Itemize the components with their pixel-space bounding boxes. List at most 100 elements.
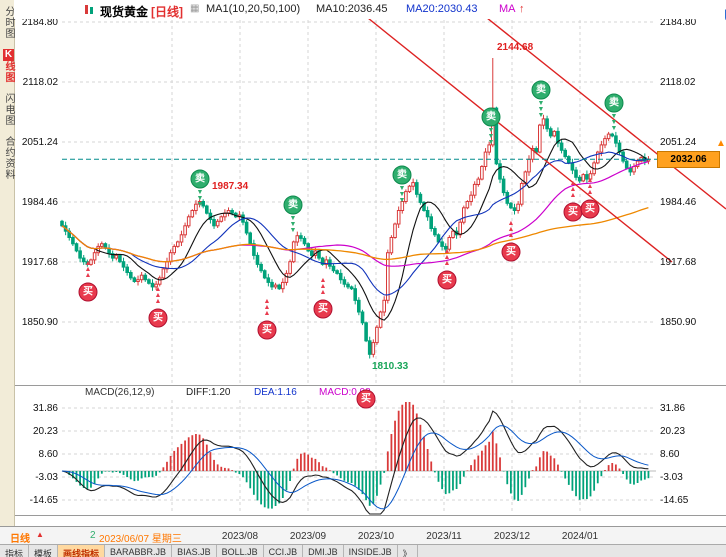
macd-axis-label: 8.60: [660, 448, 680, 460]
sell-signal-arrows-icon: ▼ ▼ ▼: [289, 215, 297, 234]
sidebar-item-3[interactable]: 合约资料: [3, 136, 14, 180]
month-label: 2023/12: [493, 531, 531, 542]
month-label: 2023/11: [426, 531, 462, 542]
price-annotation: 1810.33: [372, 361, 409, 372]
buy-signal-arrows-icon: ▲ ▲ ▲: [443, 248, 451, 267]
price-axis-label: 1917.68: [21, 257, 58, 268]
month-label: 2024/01: [561, 531, 599, 542]
period-badge[interactable]: [日线]: [151, 5, 183, 19]
price-axis-label: 1984.46: [660, 197, 697, 208]
macd-diff-value: DIFF:1.20: [186, 387, 231, 398]
buy-signal-marker: 买: [148, 308, 168, 328]
buy-signal-arrows-icon: ▲ ▲ ▲: [569, 180, 577, 199]
sell-signal-arrows-icon: ▼ ▼ ▼: [487, 127, 495, 146]
sell-signal-marker: 卖: [283, 195, 303, 215]
panel-divider: [14, 385, 726, 386]
price-axis-label: 2118.02: [22, 77, 58, 88]
symbol-name[interactable]: 现货黄金: [100, 5, 149, 19]
indicator-tab-9[interactable]: 》: [398, 545, 418, 557]
ma-settings-label: MA1(10,20,50,100): [206, 3, 301, 15]
buy-signal-arrows-icon: ▲ ▲ ▲: [319, 277, 327, 296]
macd-axis-label: -14.65: [29, 494, 58, 506]
macd-axis-label: 20.23: [32, 425, 58, 437]
price-trend-arrow-icon: ▲: [716, 138, 726, 149]
ma20-value: MA20:2030.43: [406, 3, 478, 15]
sidebar-item-0[interactable]: 分时图: [3, 6, 14, 39]
sell-signal-marker: 卖: [531, 80, 551, 100]
indicator-tab-7[interactable]: DMI.JB: [303, 545, 344, 557]
indicator-tab-bar: 指标 模板 画线指标 BARABBR.JB BIAS.JB BOLL.JB CCI.JB DM…: [0, 544, 726, 557]
buy-signal-arrows-icon: ▲ ▲ ▲: [263, 298, 271, 317]
macd-title[interactable]: MACD(26,12,9): [85, 387, 155, 398]
price-axis-label: 1850.90: [21, 317, 58, 328]
kline-icon: [84, 4, 95, 15]
period-up-arrow-icon[interactable]: ▲: [36, 530, 44, 539]
ma-extra-label: MA: [499, 3, 516, 15]
date-prefix: 2: [90, 530, 96, 541]
indicator-tab-8[interactable]: INSIDE.JB: [344, 545, 398, 557]
buy-signal-marker: 买: [257, 320, 277, 340]
buy-signal-marker: 买: [501, 242, 521, 262]
month-label: 2023/08: [221, 531, 259, 542]
indicator-tab-5[interactable]: BOLL.JB: [217, 545, 264, 557]
indicator-tab-4[interactable]: BIAS.JB: [172, 545, 217, 557]
macd-macd-value: MACD:0.08: [319, 387, 371, 398]
buy-signal-arrows-icon: ▲ ▲ ▲: [507, 220, 515, 239]
indicator-tab-1[interactable]: 模板: [29, 545, 59, 557]
chart-header: 现货黄金 [日线] ▦ MA1(10,20,50,100) MA10:2036.…: [14, 0, 726, 22]
indicator-tab-0[interactable]: 指标: [0, 545, 30, 557]
indicator-grid-icon[interactable]: ▦: [190, 3, 200, 14]
buy-signal-marker: 买: [563, 202, 583, 222]
price-axis-label: 1917.68: [660, 257, 697, 268]
sell-signal-marker: 卖: [190, 169, 210, 189]
buy-signal-arrows-icon: ▲ ▲ ▲: [84, 260, 92, 279]
macd-axis-label: -3.03: [35, 471, 58, 483]
sell-signal-arrows-icon: ▼ ▼ ▼: [610, 113, 618, 132]
buy-signal-marker: 买: [437, 270, 457, 290]
sidebar-item-2[interactable]: 闪电图: [3, 93, 14, 126]
macd-axis-label: 8.60: [38, 448, 58, 460]
indicator-tab-6[interactable]: CCI.JB: [264, 545, 304, 557]
sell-signal-arrows-icon: ▼ ▼ ▼: [196, 189, 204, 208]
macd-dea-value: DEA:1.16: [254, 387, 297, 398]
indicator-tab-2[interactable]: 画线指标: [58, 545, 106, 557]
macd-bottom-divider: [14, 515, 726, 516]
maximize-window-icon[interactable]: ⊡: [724, 6, 726, 22]
ma10-value: MA10:2036.45: [316, 3, 388, 15]
month-label: 2023/10: [357, 531, 395, 542]
buy-signal-marker: 买: [356, 389, 376, 409]
macd-axis-label: 20.23: [660, 425, 686, 437]
sell-signal-marker: 卖: [392, 165, 412, 185]
sell-signal-arrows-icon: ▼ ▼ ▼: [537, 100, 545, 119]
cascade-windows-icon[interactable]: ⊟: [724, 6, 726, 22]
indicator-tab-3[interactable]: BARABBR.JB: [105, 545, 173, 557]
price-axis-label: 2184.80: [660, 17, 697, 28]
current-price-box: 2032.06: [657, 151, 720, 168]
price-axis-label: 1850.90: [660, 317, 697, 328]
period-selector[interactable]: 日线: [10, 534, 30, 545]
buy-signal-marker: 买: [313, 299, 333, 319]
price-annotation: 2144.68: [497, 42, 534, 53]
buy-signal-arrows-icon: ▲ ▲ ▲: [586, 177, 594, 196]
sell-signal-marker: 卖: [481, 107, 501, 127]
start-date-label: 2023/06/07 星期三: [99, 534, 182, 545]
month-label: 2023/09: [289, 531, 327, 542]
price-axis-label: 2184.80: [21, 17, 58, 28]
macd-axis-label: 31.86: [32, 402, 58, 414]
sidebar-item-1[interactable]: K线图: [3, 49, 14, 83]
price-axis-label: 2051.24: [21, 137, 58, 148]
price-up-arrow-icon: ↑: [519, 3, 525, 15]
price-annotation: 1987.34: [212, 181, 249, 192]
left-tool-sidebar: 分时图 K线图闪电图合约资料: [0, 0, 15, 526]
sell-signal-arrows-icon: ▼ ▼ ▼: [398, 185, 406, 204]
price-axis-label: 2118.02: [660, 77, 696, 88]
price-axis-label: 2051.24: [660, 137, 697, 148]
split-window-icon[interactable]: ◰: [724, 6, 726, 22]
buy-signal-arrows-icon: ▲ ▲ ▲: [154, 286, 162, 305]
tile-windows-icon[interactable]: ⊞: [724, 6, 726, 22]
macd-axis-label: -14.65: [660, 494, 689, 506]
time-axis-row: 日线 ▲ 2 2023/06/07 星期三: [0, 526, 726, 545]
macd-axis-label: 31.86: [660, 402, 686, 414]
